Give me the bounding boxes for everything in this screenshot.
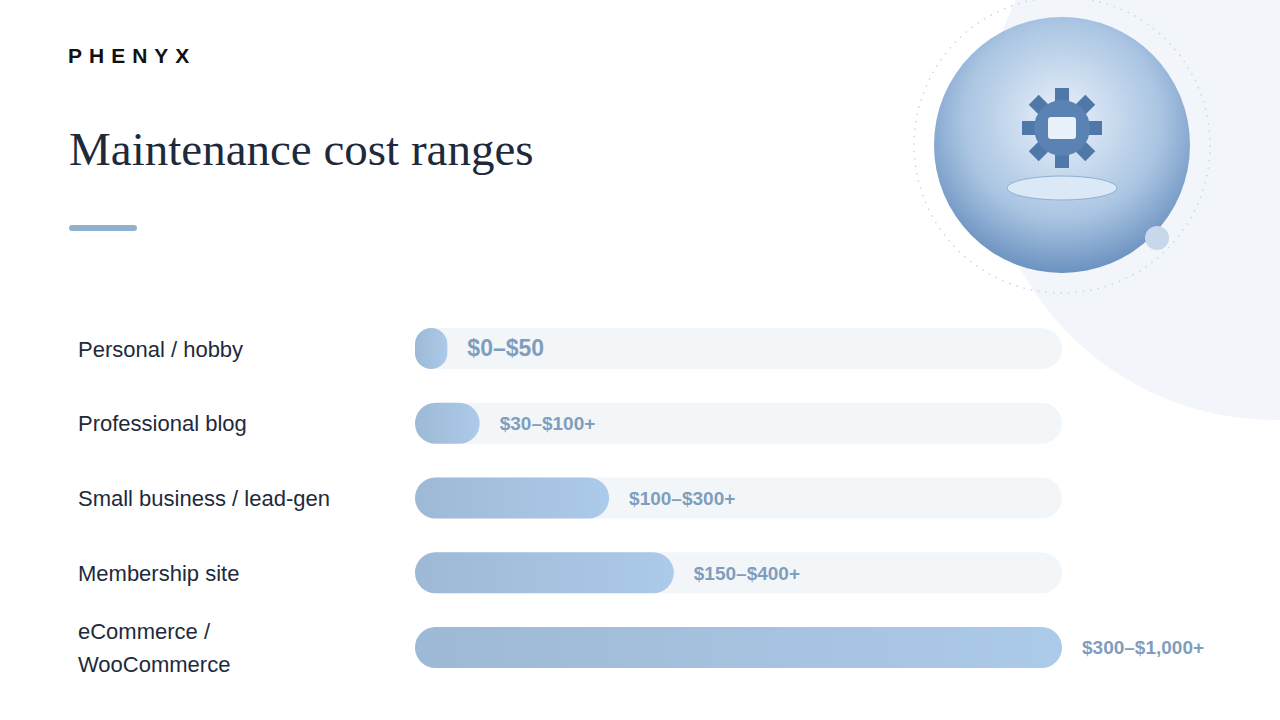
data-label: $300–$1,000+ [1082, 637, 1204, 658]
category-label: Membership site [78, 561, 239, 586]
category-label: Small business / lead-gen [78, 486, 330, 511]
pedestal [1007, 176, 1117, 200]
accent-dot [1145, 226, 1169, 250]
range-track [415, 403, 1062, 444]
range-track [415, 627, 1062, 668]
category-label: Personal / hobby [78, 337, 243, 362]
category-label: Professional blog [78, 411, 247, 436]
range-track [415, 477, 1062, 518]
range-track [415, 552, 1062, 593]
data-label: $30–$100+ [500, 413, 596, 434]
tracks [415, 328, 1062, 668]
bar [415, 552, 674, 593]
bars [415, 328, 1062, 668]
chart-title: Maintenance cost ranges [69, 123, 534, 175]
brand-logo: PHENYX [68, 44, 196, 67]
bar [415, 328, 447, 369]
data-labels: $0–$50 $30–$100+ $100–$300+ $150–$400+ $300–… [467, 335, 1204, 659]
bar [415, 477, 609, 518]
range-track [415, 328, 1062, 369]
bar [415, 627, 1062, 668]
gear-icon [1022, 88, 1102, 168]
category-labels: Personal / hobby Professional blog Small b… [78, 337, 330, 677]
gear-body [1034, 100, 1090, 156]
data-label: $150–$400+ [694, 563, 800, 584]
data-label: $0–$50 [467, 335, 544, 361]
chart-canvas: PHENYX Maintenance cost ranges Personal / … [0, 0, 1280, 720]
category-label: eCommerce / WooCommerce [78, 619, 230, 677]
accent-rule [72, 225, 134, 231]
illustration [934, 17, 1190, 273]
dotted-ring [914, 0, 1210, 293]
bar [415, 403, 480, 444]
data-label: $100–$300+ [629, 488, 735, 509]
gear-screen [1048, 117, 1076, 139]
